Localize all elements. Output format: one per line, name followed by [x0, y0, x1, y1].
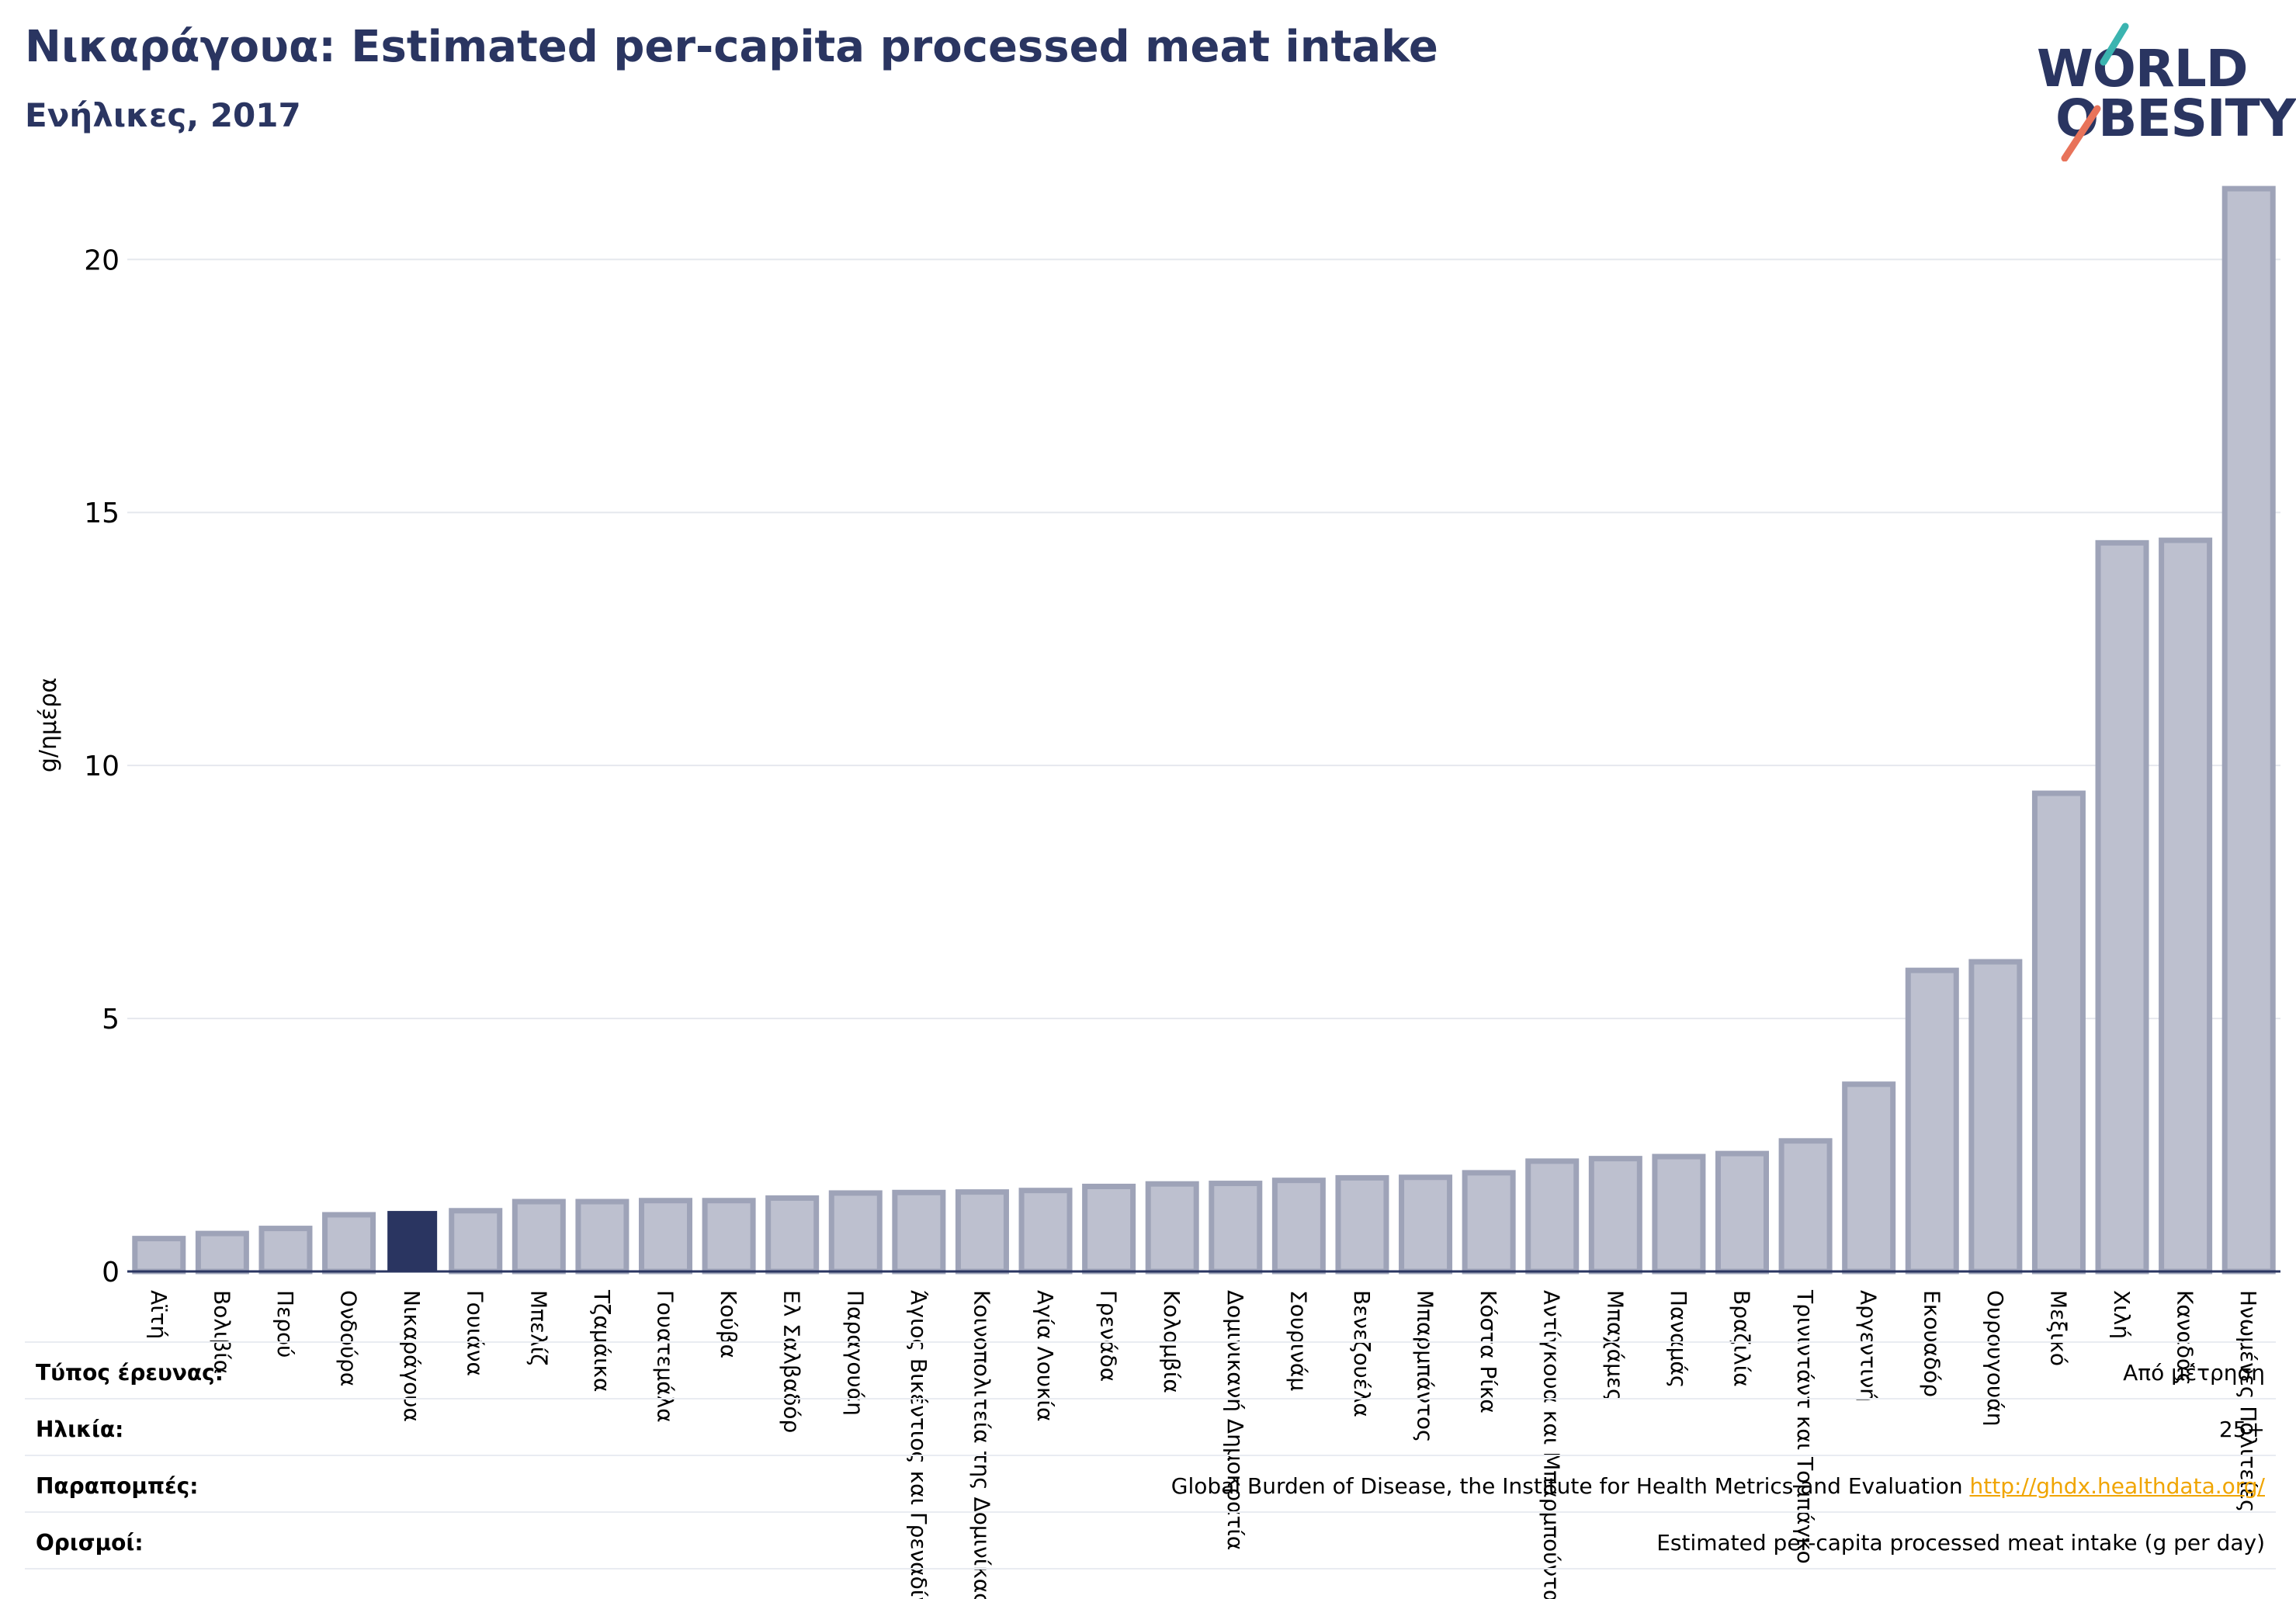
bar — [1968, 959, 2023, 1275]
bar — [702, 1198, 756, 1275]
y-axis-title: g/ημέρα — [35, 678, 62, 772]
x-tick-label: Γρενάδα — [1096, 1290, 1122, 1382]
bar — [1082, 1183, 1136, 1275]
chart-subtitle: Ενήλικες, 2017 — [25, 96, 301, 134]
bar — [1525, 1158, 1580, 1275]
meta-value: Global Burden of Disease, the Institute … — [1171, 1473, 2265, 1499]
bar — [258, 1226, 313, 1275]
bar — [1588, 1156, 1642, 1275]
bar — [892, 1189, 946, 1275]
bar — [1652, 1153, 1706, 1275]
bar — [449, 1208, 503, 1275]
bar — [2159, 537, 2213, 1275]
y-tick-label: 10 — [84, 751, 120, 782]
bar — [1399, 1174, 1453, 1275]
x-tick-label: Νικαράγουα — [399, 1290, 425, 1422]
x-tick-label: Γουατεμάλα — [653, 1290, 678, 1423]
x-tick-label: Βενεζουέλα — [1349, 1290, 1375, 1417]
meta-row-survey-type: Τύπος έρευνας: Από μέτρηση — [25, 1341, 2276, 1400]
bar — [1778, 1138, 1833, 1275]
x-tick-label: Κόστα Ρίκα — [1476, 1290, 1501, 1413]
x-tick-label: Αγία Λουκία — [1032, 1290, 1058, 1421]
x-tick-label: Παραγουάη — [842, 1290, 868, 1416]
bar — [322, 1212, 376, 1275]
bar — [195, 1230, 249, 1275]
x-tick-label: Γουιάνα — [463, 1290, 488, 1376]
meta-row-definitions: Ορισμοί: Estimated per-capita processed … — [25, 1513, 2276, 1570]
bar — [2095, 539, 2149, 1275]
x-tick-label: Βραζιλία — [1729, 1290, 1755, 1387]
bar — [2031, 790, 2086, 1275]
logo-word-world: WORLD — [2037, 39, 2249, 99]
bar — [387, 1211, 438, 1272]
y-tick-label: 0 — [102, 1257, 120, 1289]
x-tick-label: Μπαχάμες — [1602, 1290, 1628, 1402]
y-tick-label: 20 — [84, 245, 120, 276]
x-tick-label: Τζαμάικα — [589, 1289, 615, 1393]
logo-slash-icon — [2061, 23, 2129, 161]
logo-word-obesity: OBESITY — [2055, 88, 2296, 148]
x-tick-label: Παναμάς — [1666, 1290, 1691, 1388]
meta-label: Ορισμοί: — [36, 1530, 144, 1556]
x-tick-label: Τρινιντάντ και Τομπάγκο — [1792, 1289, 1818, 1564]
meta-value: Από μέτρηση — [2123, 1360, 2265, 1386]
chart-title: Νικαράγουα: Estimated per-capita process… — [25, 22, 1438, 72]
bar — [765, 1195, 820, 1275]
x-tick-label: Εκουαδόρ — [1919, 1290, 1944, 1397]
x-tick-label: Μπελίζ — [525, 1290, 551, 1365]
meta-value: 25+ — [2218, 1417, 2265, 1442]
meta-row-age: Ηλικία: 25+ — [25, 1400, 2276, 1456]
bar — [828, 1190, 883, 1275]
bar — [1335, 1174, 1389, 1275]
meta-label: Παραπομπές: — [36, 1473, 199, 1499]
metadata-table: Τύπος έρευνας: Από μέτρηση Ηλικία: 25+ Π… — [25, 1341, 2276, 1570]
bar — [132, 1236, 186, 1275]
bar — [1842, 1081, 1896, 1275]
y-tick-label: 15 — [84, 498, 120, 529]
bar — [638, 1198, 693, 1275]
bar — [955, 1189, 1009, 1275]
reference-link[interactable]: http://ghdx.healthdata.org/ — [1969, 1473, 2265, 1499]
bar — [1018, 1188, 1073, 1275]
x-tick-label: Αργεντινή — [1856, 1290, 1882, 1402]
x-tick-label: Κούβα — [716, 1290, 741, 1358]
x-tick-label: Αϊτή — [146, 1290, 172, 1339]
meta-label: Τύπος έρευνας: — [36, 1360, 224, 1386]
bar — [1271, 1178, 1326, 1275]
x-tick-label: Καναδάς — [2173, 1290, 2198, 1386]
meta-value: Estimated per-capita processed meat inta… — [1656, 1530, 2265, 1556]
bar — [575, 1198, 629, 1275]
x-tick-label: Περού — [272, 1290, 298, 1358]
x-tick-label: Δομινικανή Δημοκρατία — [1223, 1290, 1248, 1550]
x-tick-label: Σουρινάμ — [1285, 1290, 1311, 1391]
x-tick-label: Βολιβία — [209, 1290, 234, 1374]
bar — [1905, 967, 1959, 1275]
x-tick-label: Ονδούρα — [336, 1290, 362, 1386]
x-tick-label: Ηνωμένες Πολιτείες — [2235, 1290, 2261, 1512]
bar — [2221, 186, 2276, 1275]
world-obesity-logo: WORLD OBESITY — [2026, 22, 2296, 161]
bar — [1715, 1150, 1770, 1275]
bar — [1462, 1170, 1516, 1275]
y-tick-label: 5 — [102, 1004, 120, 1035]
bar — [1209, 1181, 1263, 1275]
meta-row-references: Παραπομπές: Global Burden of Disease, th… — [25, 1456, 2276, 1513]
x-tick-label: Μεξικό — [2045, 1290, 2071, 1366]
x-tick-label: Χιλή — [2109, 1290, 2135, 1339]
bar — [1145, 1181, 1199, 1275]
bar — [512, 1198, 566, 1275]
meta-label: Ηλικία: — [36, 1417, 124, 1442]
x-tick-label: Μπαρμπάντος — [1413, 1290, 1438, 1442]
x-tick-label: Ελ Σαλβαδόρ — [779, 1290, 805, 1433]
x-tick-label: Ουρουγουάη — [1982, 1290, 2008, 1426]
reference-text: Global Burden of Disease, the Institute … — [1171, 1473, 1963, 1499]
